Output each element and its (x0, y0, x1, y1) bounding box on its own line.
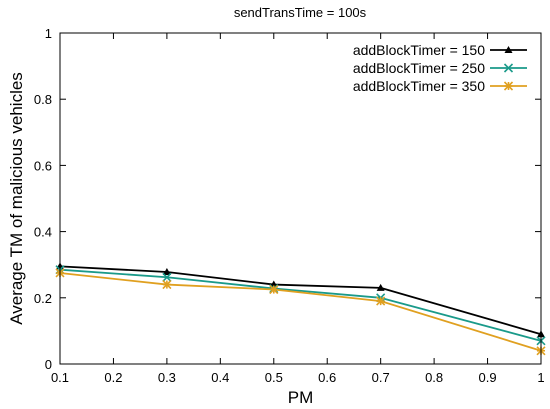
legend-label: addBlockTimer = 150 (353, 42, 485, 58)
x-tick-label: 1 (537, 370, 544, 385)
x-tick-label: 0.7 (372, 370, 390, 385)
legend-marker (503, 81, 514, 91)
legend-item: addBlockTimer = 350 (353, 78, 527, 94)
y-tick-label: 0.4 (34, 225, 52, 240)
series-2 (55, 265, 546, 346)
data-point (162, 272, 172, 282)
legend-marker (503, 63, 514, 73)
y-tick-label: 0.8 (34, 92, 52, 107)
plot-frame (59, 32, 542, 365)
y-tick-label: 1 (45, 26, 52, 41)
legend-item: addBlockTimer = 250 (353, 60, 527, 76)
data-point (162, 279, 172, 290)
series (55, 262, 546, 356)
legend-label: addBlockTimer = 250 (353, 60, 485, 76)
y-tick-label: 0.2 (34, 291, 52, 306)
series-3 (55, 268, 546, 356)
ticks: 0.1 0.2 0.3 0.4 0.5 0.6 0.7 0.8 0.9 1 0 0.2 0.4 0.6 0.… (34, 26, 545, 385)
x-tick-label: 0.5 (265, 370, 283, 385)
x-tick-label: 0.9 (479, 370, 497, 385)
data-point (269, 284, 279, 295)
legend: addBlockTimer = 150 addBlockTimer = 250 ad… (353, 42, 527, 94)
series-1 (56, 262, 545, 338)
y-tick-label: 0.6 (34, 158, 52, 173)
legend-item: addBlockTimer = 150 (353, 42, 527, 58)
legend-marker (504, 46, 513, 53)
chart-title: sendTransTime = 100s (234, 5, 367, 20)
data-point (376, 296, 386, 306)
legend-label: addBlockTimer = 350 (353, 78, 485, 94)
data-point (162, 267, 171, 275)
x-tick-label: 0.6 (318, 370, 336, 385)
x-axis-label: PM (288, 388, 314, 407)
x-tick-label: 0.1 (51, 370, 69, 385)
data-point (376, 283, 385, 291)
x-tick-label: 0.2 (104, 370, 122, 385)
y-tick-label: 0 (45, 357, 52, 372)
series-line (59, 265, 542, 336)
x-tick-label: 0.3 (158, 370, 176, 385)
x-tick-label: 0.4 (211, 370, 229, 385)
x-tick-label: 0.8 (425, 370, 443, 385)
y-axis-label: Average TM of malicious vehicles (7, 72, 26, 325)
